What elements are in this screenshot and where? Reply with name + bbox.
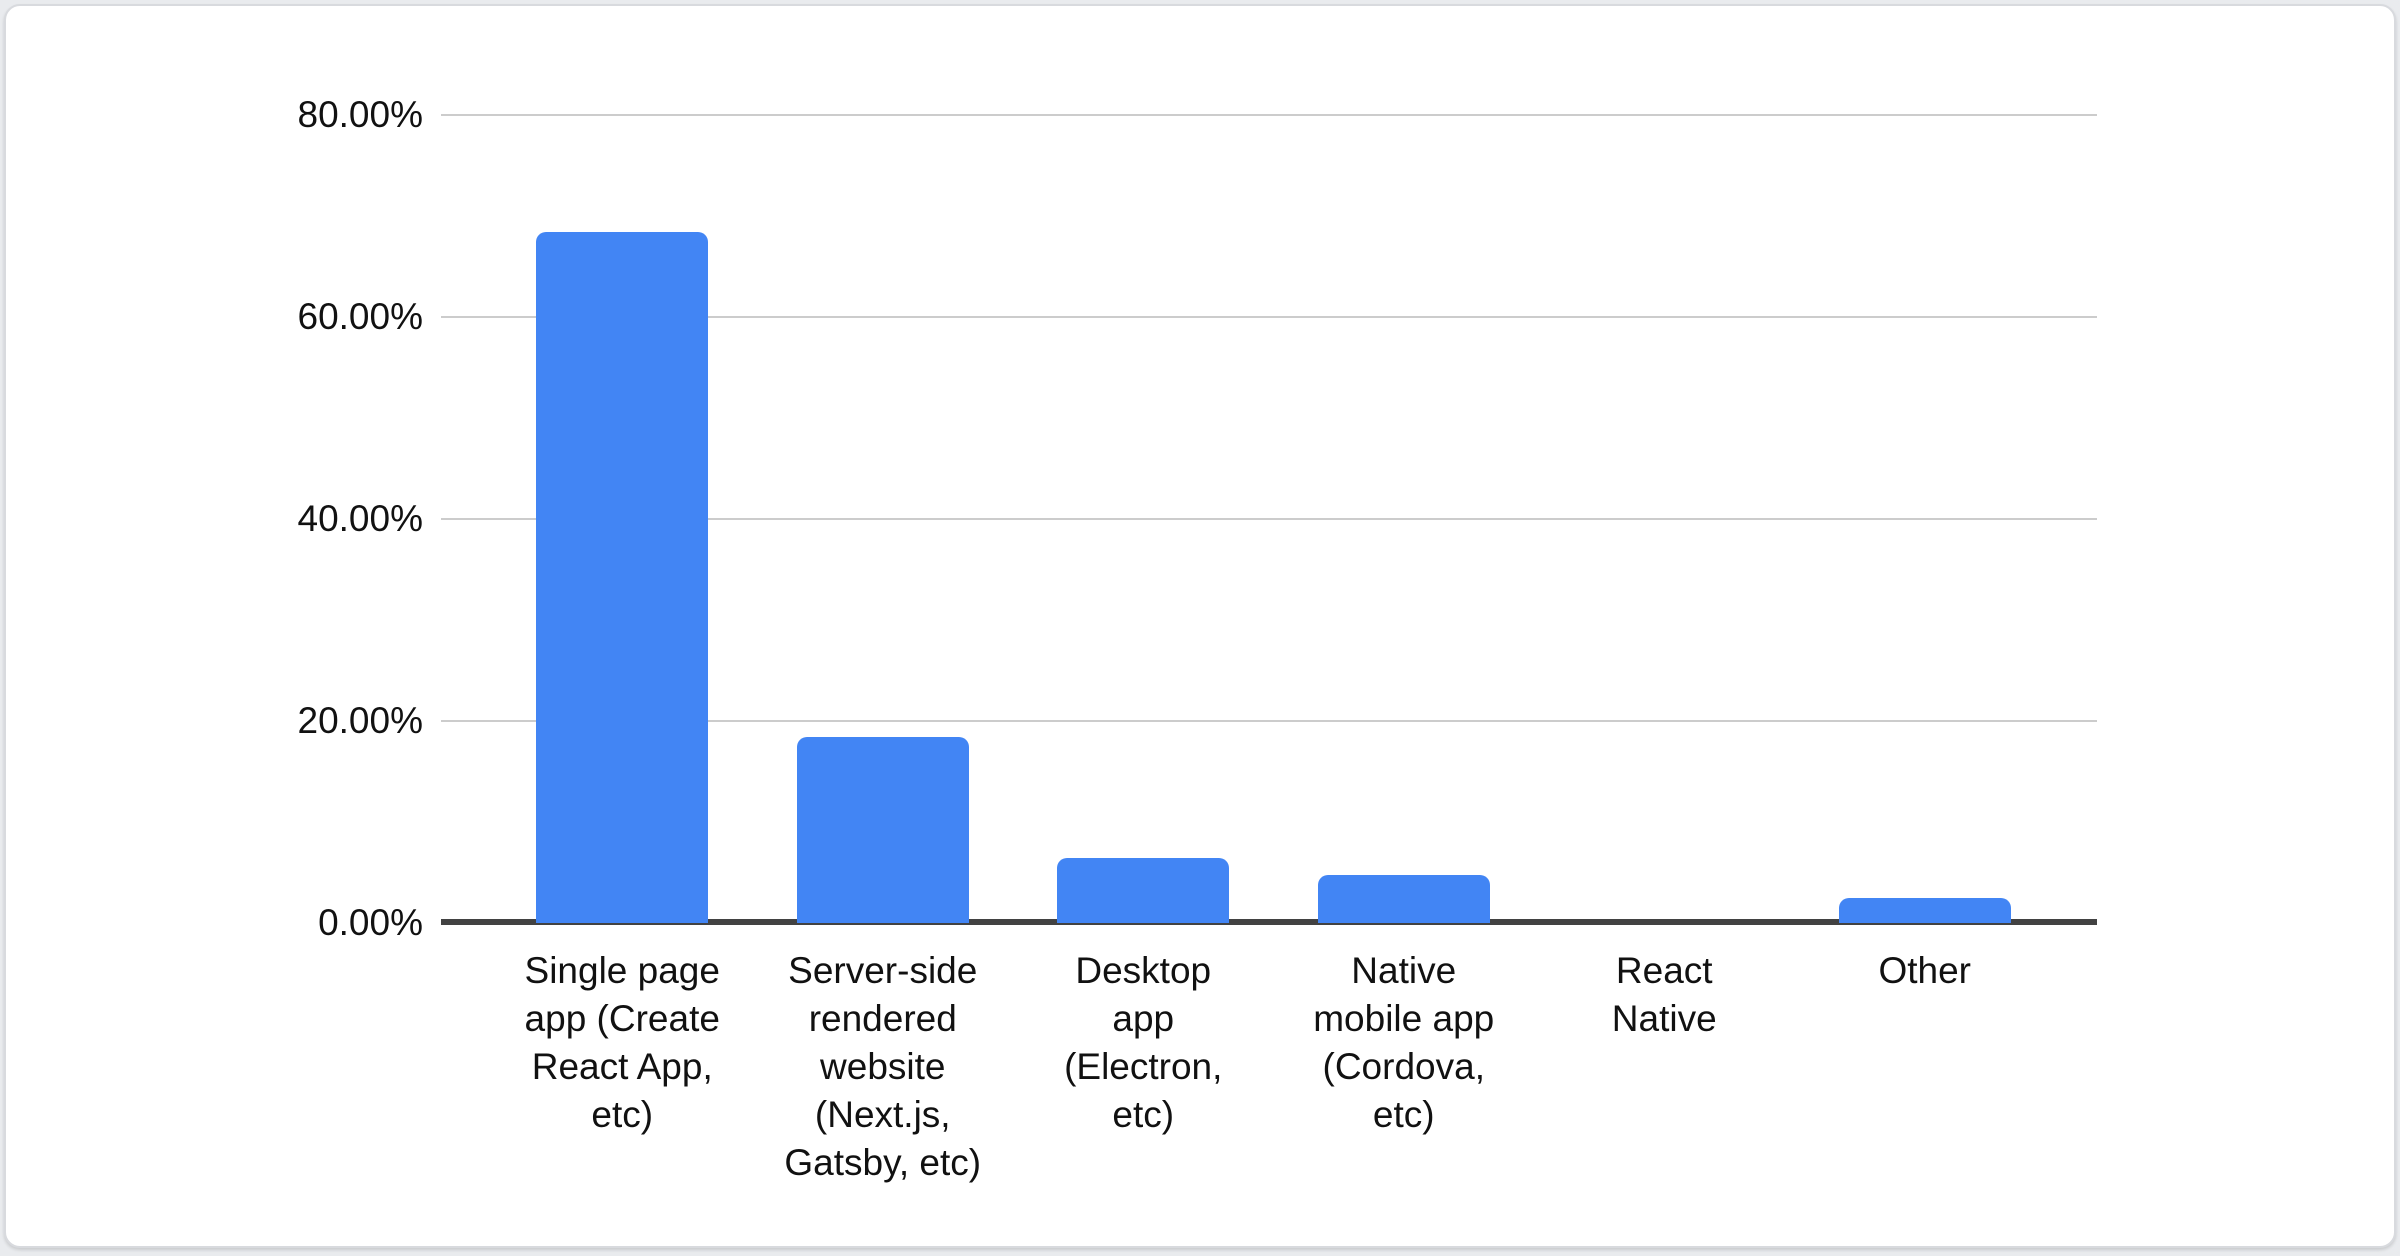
gridline	[441, 114, 2097, 116]
gridline	[441, 720, 2097, 722]
x-axis-line	[441, 919, 2097, 925]
bar	[536, 232, 709, 923]
x-axis-category-label: Server-side rendered website (Next.js, G…	[784, 950, 982, 1183]
y-axis-tick-label: 80.00%	[297, 94, 424, 135]
bar	[1057, 858, 1230, 923]
y-axis-tick-label: 0.00%	[318, 902, 423, 943]
x-axis-category-label: Native mobile app (Cordova, etc)	[1313, 950, 1495, 1135]
bar	[796, 737, 969, 923]
x-axis-category-label: React Native	[1611, 950, 1717, 1039]
x-axis-category-label: Single page app (Create React App, etc)	[524, 950, 720, 1135]
bar	[1317, 875, 1490, 923]
gridline	[441, 518, 2097, 520]
y-axis-tick-label: 40.00%	[297, 498, 424, 539]
bar	[1838, 898, 2011, 923]
y-axis-tick-label: 20.00%	[297, 700, 424, 741]
y-axis-tick-label: 60.00%	[297, 296, 424, 337]
x-axis-category-label: Desktop app (Electron, etc)	[1064, 950, 1223, 1135]
x-axis-category-label: Other	[1878, 950, 1972, 991]
gridline	[441, 316, 2097, 318]
chart-card	[4, 4, 2396, 1248]
